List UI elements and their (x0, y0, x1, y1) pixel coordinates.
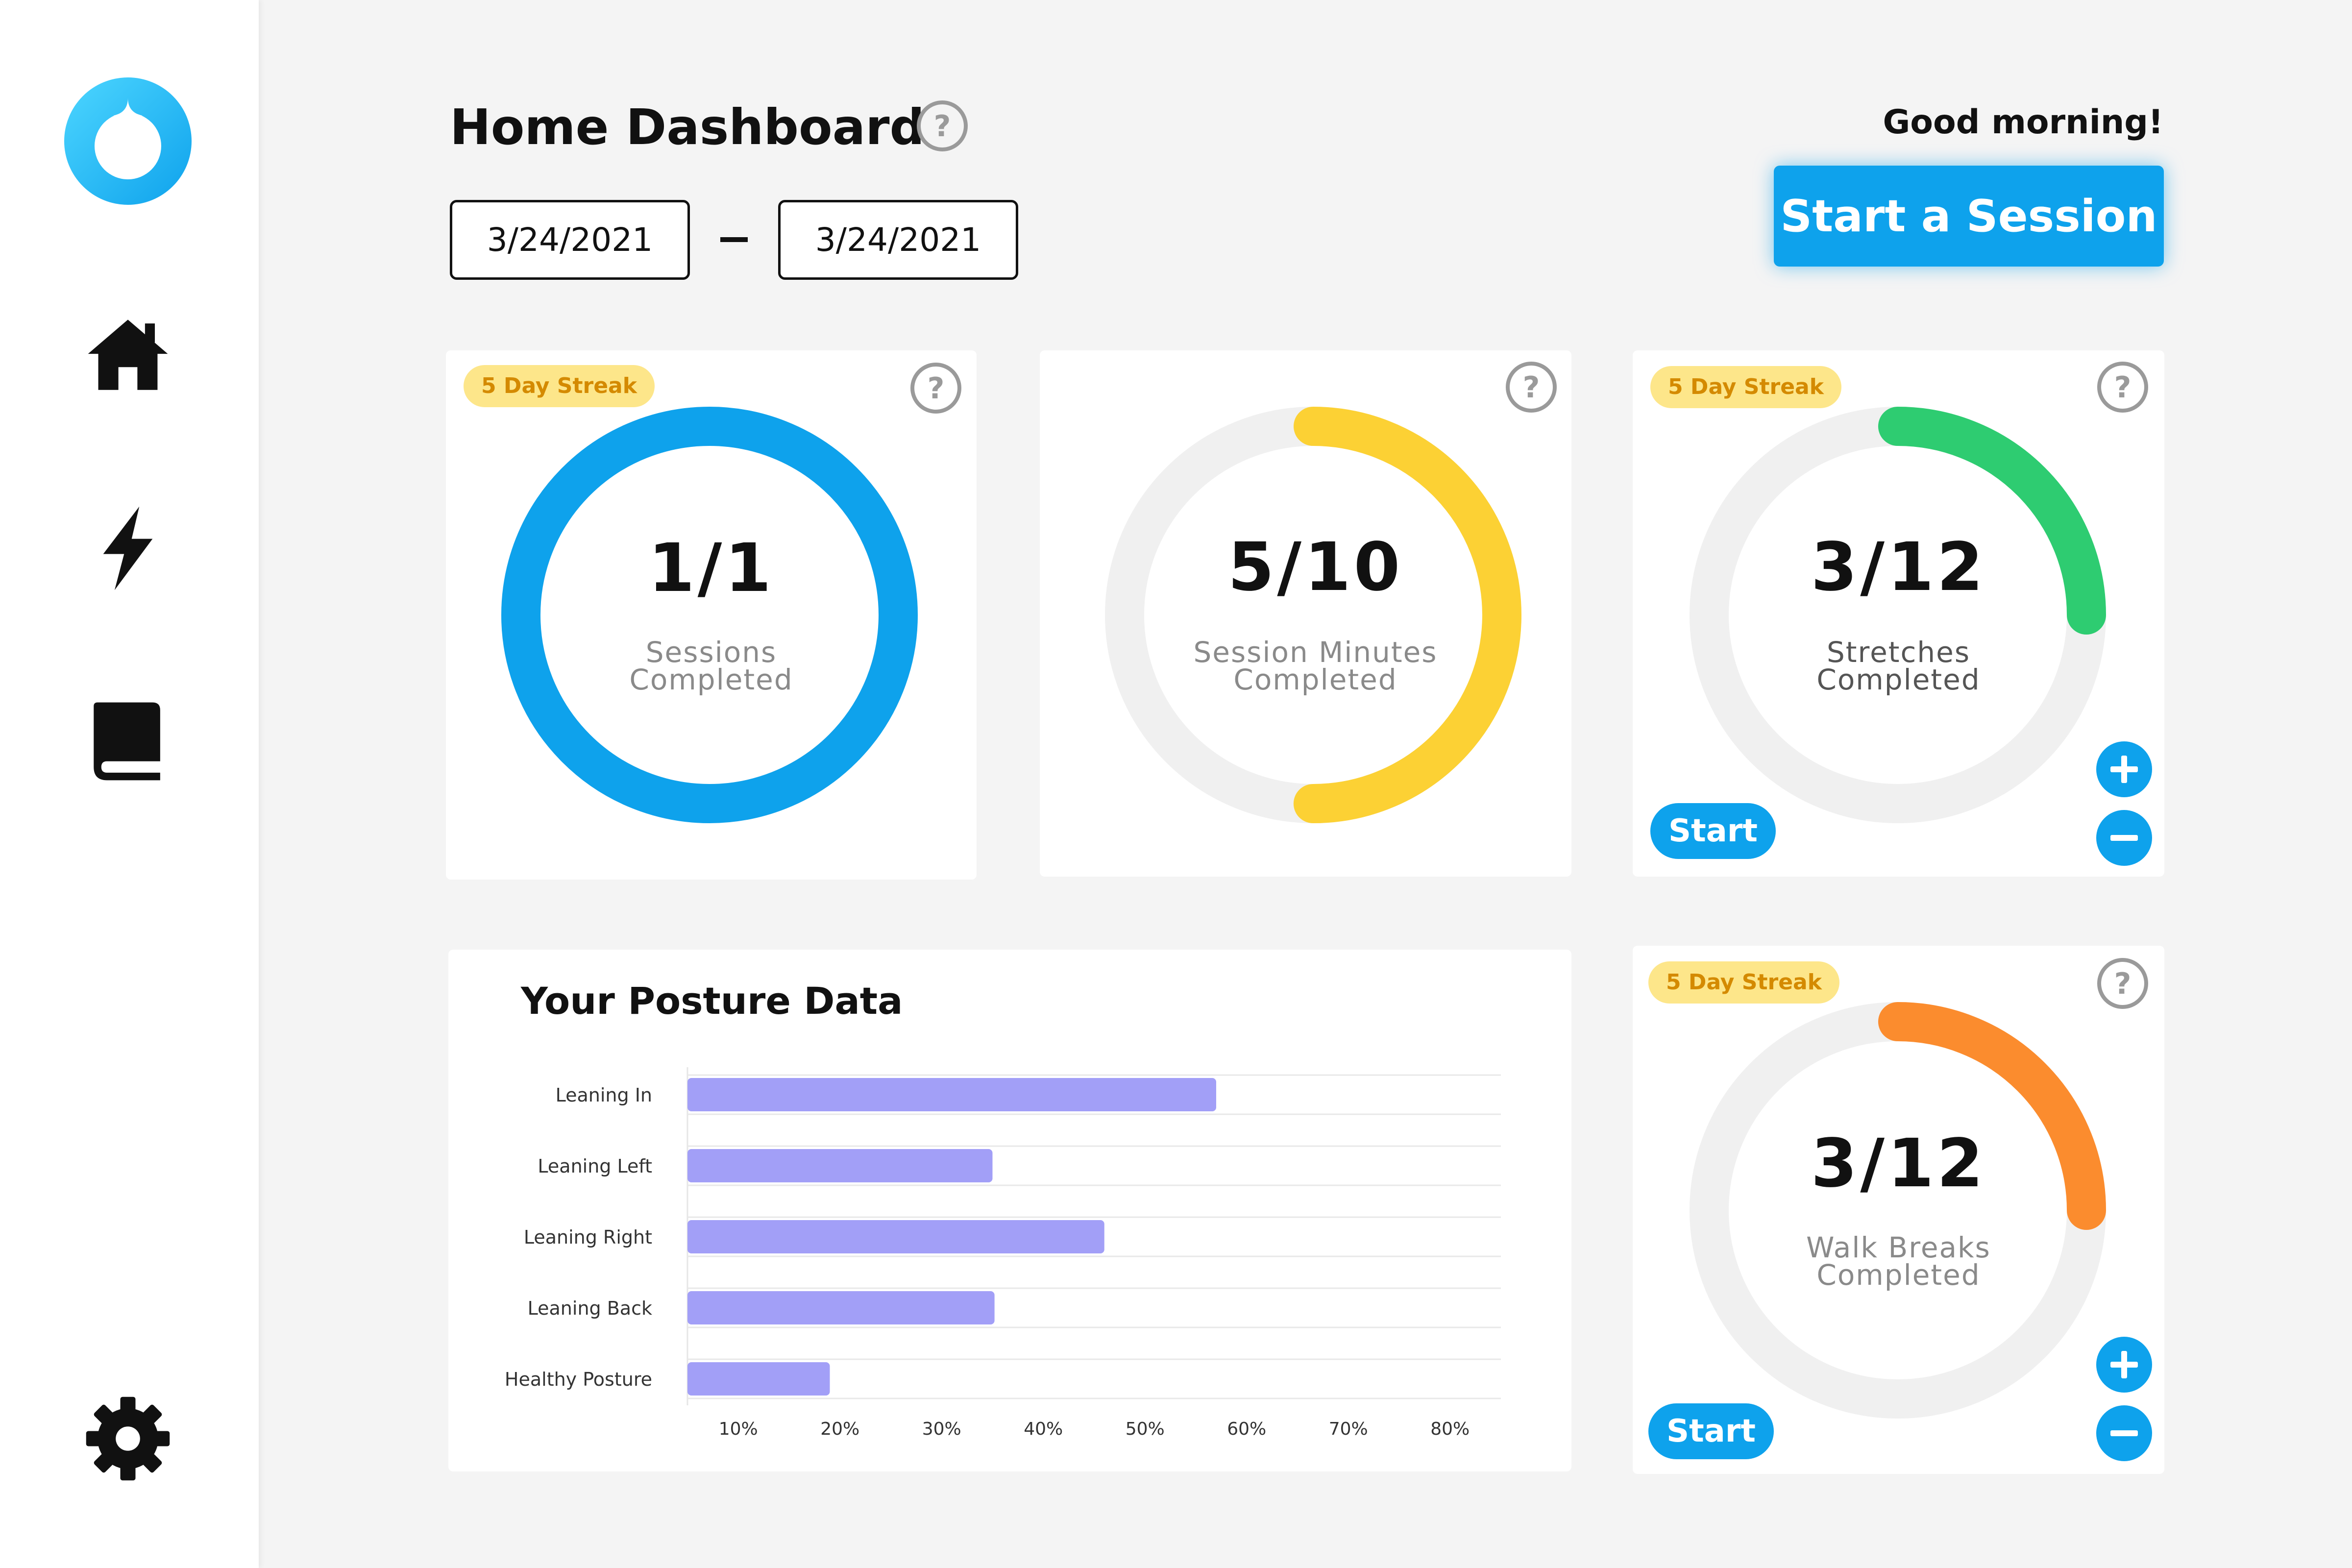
chart-title: Your Posture Data (521, 979, 903, 1023)
decrement-button[interactable] (2096, 1405, 2152, 1461)
date-range-separator (720, 237, 748, 242)
stretches-label: Stretches (1826, 636, 1971, 669)
stretches-label-sub: Completed (1816, 663, 1981, 696)
book-icon[interactable] (82, 695, 173, 786)
greeting-text: Good morning! (1883, 103, 2163, 142)
help-icon[interactable]: ? (2096, 360, 2150, 414)
sessions-progress-ring (501, 407, 918, 823)
minus-icon (2110, 835, 2138, 841)
help-icon[interactable]: ? (909, 361, 963, 415)
minutes-progress-ring (1105, 407, 1521, 823)
chart-category-label: Leaning Left (538, 1155, 652, 1177)
increment-button[interactable] (2096, 1337, 2152, 1393)
walks-value: 3/12 (1811, 1125, 1986, 1202)
svg-text:?: ? (1523, 370, 1540, 405)
posture-bar-chart: Leaning In Leaning Left Leaning Right Leani… (505, 1067, 1501, 1439)
chart-x-tick-label: 80% (1430, 1419, 1470, 1439)
posture-chart-card: Your Posture Data Leaning In Leaning Left… (448, 950, 1571, 1471)
walks-progress-ring (1690, 1002, 2106, 1419)
help-icon[interactable]: ? (2096, 956, 2150, 1010)
streak-badge: 5 Day Streak (464, 365, 655, 407)
plus-icon (2110, 756, 2138, 783)
plus-icon (2110, 1351, 2138, 1378)
chart-x-tick-label: 40% (1024, 1419, 1063, 1439)
minus-icon (2110, 1430, 2138, 1436)
svg-text:?: ? (934, 109, 951, 144)
lightning-bolt-icon[interactable] (82, 503, 173, 594)
svg-text:?: ? (2114, 370, 2132, 405)
chart-x-tick-label: 20% (820, 1419, 859, 1439)
walks-card: 5 Day Streak ? 3/12 Walk Breaks Complete… (1633, 946, 2164, 1474)
chart-bar (687, 1078, 1216, 1111)
home-icon[interactable] (82, 310, 173, 401)
chart-category-label: Healthy Posture (505, 1369, 652, 1390)
gear-icon[interactable] (82, 1393, 173, 1484)
chart-bar (687, 1149, 993, 1182)
minutes-value: 5/10 (1227, 529, 1403, 606)
sessions-label: Sessions (645, 636, 777, 669)
minutes-card: ? 5/10 Session Minutes Completed (1040, 350, 1571, 877)
start-stretches-button[interactable]: Start (1650, 803, 1776, 859)
chart-category-label: Leaning Right (524, 1226, 652, 1248)
chart-x-tick-label: 70% (1329, 1419, 1368, 1439)
walks-label-sub: Completed (1816, 1258, 1981, 1292)
droplet-logo (62, 73, 194, 205)
streak-badge: 5 Day Streak (1648, 961, 1840, 1004)
end-date-field[interactable]: 3/24/2021 (778, 200, 1018, 280)
chart-bar (687, 1362, 830, 1396)
page-title: Home Dashboard (450, 98, 925, 156)
start-walks-button[interactable]: Start (1648, 1403, 1774, 1459)
stretches-card: 5 Day Streak ? 3/12 Stretches Completed … (1633, 350, 2164, 877)
start-session-button[interactable]: Start a Session (1774, 166, 2164, 267)
chart-x-tick-label: 10% (719, 1419, 758, 1439)
chart-bar (687, 1220, 1104, 1253)
svg-text:?: ? (928, 371, 945, 406)
chart-x-tick-label: 30% (922, 1419, 961, 1439)
chart-x-tick-label: 50% (1126, 1419, 1165, 1439)
chart-category-label: Leaning In (556, 1084, 652, 1106)
sessions-label-sub: Completed (629, 663, 793, 696)
chart-x-tick-label: 60% (1227, 1419, 1266, 1439)
chart-category-label: Leaning Back (528, 1298, 652, 1319)
help-icon[interactable]: ? (915, 99, 969, 153)
sidebar (0, 0, 259, 1568)
streak-badge: 5 Day Streak (1650, 366, 1842, 408)
walks-label: Walk Breaks (1806, 1231, 1991, 1264)
stretches-value: 3/12 (1811, 529, 1986, 606)
sessions-value: 1/1 (648, 530, 774, 607)
decrement-button[interactable] (2096, 810, 2152, 866)
minutes-label-sub: Completed (1233, 663, 1397, 696)
sessions-card: 5 Day Streak ? 1/1 Sessions Completed (446, 350, 977, 880)
stretches-progress-ring (1690, 407, 2106, 823)
chart-bar (687, 1291, 995, 1324)
start-date-field[interactable]: 3/24/2021 (450, 200, 690, 280)
help-icon[interactable]: ? (1504, 360, 1558, 414)
minutes-label: Session Minutes (1193, 636, 1438, 669)
svg-text:?: ? (2114, 967, 2132, 1001)
increment-button[interactable] (2096, 741, 2152, 797)
